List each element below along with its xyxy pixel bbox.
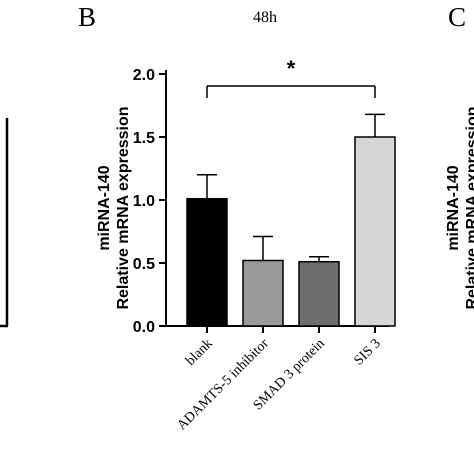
error-bars	[197, 113, 385, 262]
right-panel-ylabel-line1: miRNA-140	[445, 165, 462, 250]
y-tick-label: 1.5	[133, 130, 155, 147]
y-ticks: 0.0 0.5 1.0 1.5 2.0	[133, 67, 166, 336]
x-tick-label: SIS 3	[351, 336, 383, 368]
y-tick-label: 1.0	[133, 193, 155, 210]
x-tick-label: blank	[183, 336, 216, 369]
x-tick-label: ADAMTS-5 inhibitor	[175, 336, 272, 433]
right-panel-ylabel-line2: Relative mRNA expression	[464, 106, 474, 309]
bar	[242, 259, 284, 327]
y-axis-label-line2: Relative mRNA expression	[115, 106, 132, 309]
bar	[298, 260, 340, 327]
panel-label-b: B	[78, 2, 96, 32]
panel-label-c: C	[448, 2, 466, 32]
bar	[354, 136, 396, 327]
chart-title: 48h	[253, 9, 277, 26]
bar	[186, 197, 228, 327]
y-tick-label: 0.5	[133, 256, 155, 273]
significance-bracket: *	[206, 56, 376, 98]
bars	[186, 136, 396, 327]
y-tick-label: 2.0	[133, 67, 155, 84]
y-axis-label-line1: miRNA-140	[96, 165, 113, 250]
y-tick-label: 0.0	[133, 319, 155, 336]
significance-star: *	[287, 56, 296, 81]
